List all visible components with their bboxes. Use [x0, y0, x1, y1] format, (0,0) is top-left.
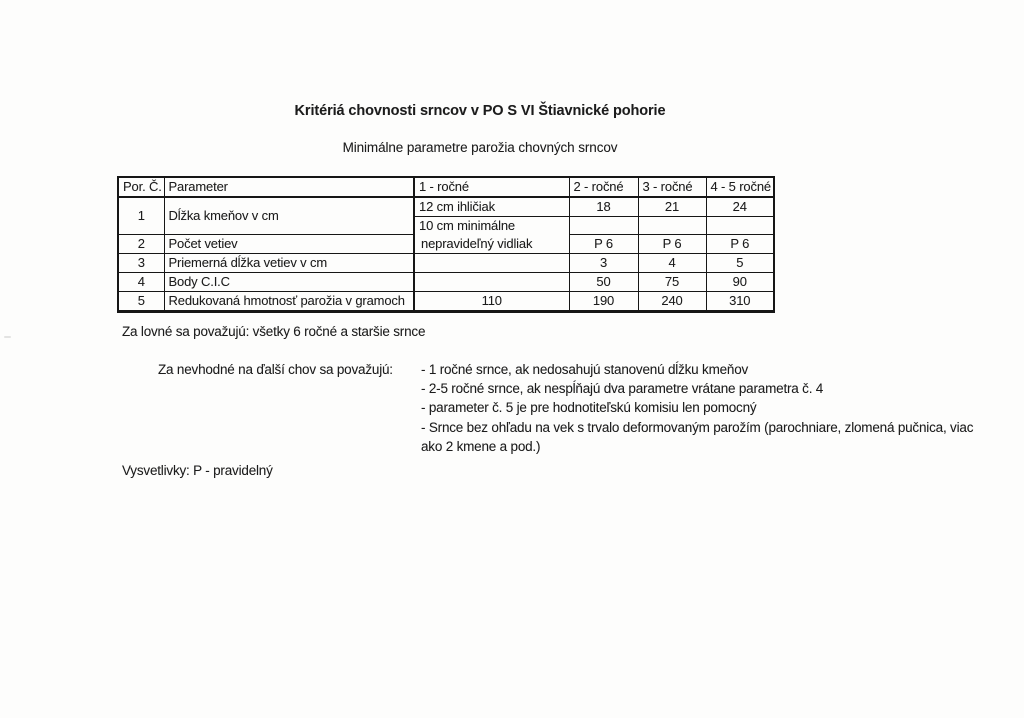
cell-age2-value: 190	[568, 291, 639, 312]
col-header-age-2: 2 - ročné	[568, 176, 639, 198]
cell-parameter: Body C.I.C	[163, 272, 415, 292]
col-header-parameter: Parameter	[163, 176, 415, 198]
cell-age2-value	[568, 216, 639, 235]
page-title: Kritériá chovnosti srncov v PO S VI Štia…	[294, 103, 666, 119]
table-row: 10 cm minimálne nepravideľný vidliak	[118, 216, 775, 254]
criteria-table: Por. Č. Parameter 1 - ročné 2 - ročné 3 …	[117, 176, 775, 313]
table-row: 1 Dĺžka kmeňov v cm 12 cm ihličiak 18 21…	[117, 196, 775, 235]
cell-row-number: 3	[117, 253, 165, 273]
list-item: - Srnce bez ohľadu na vek s trvalo defor…	[421, 419, 974, 435]
cell-age1-line2: nepravideľný vidliak	[421, 236, 533, 251]
page-subtitle: Minimálne parametre parožia chovných srn…	[342, 140, 618, 155]
table-header-row: Por. Č. Parameter 1 - ročné 2 - ročné 3 …	[117, 176, 775, 198]
cell-parameter: Počet vetiev	[163, 234, 415, 254]
col-header-age-4-5: 4 - 5 ročné	[705, 176, 775, 198]
list-item: - parameter č. 5 je pre hodnotiteľskú ko…	[421, 400, 757, 416]
cell-age1-merged-value: 10 cm minimálne nepravideľný vidliak	[413, 216, 570, 254]
note-unsuitable-label: Za nevhodné na ďalší chov sa považujú:	[158, 362, 393, 377]
cell-row-number: 4	[117, 272, 165, 292]
list-item-wrap: ako 2 kmene a pod.)	[421, 438, 541, 454]
cell-age2-value: 50	[568, 272, 639, 292]
cell-age2-value: 18	[568, 196, 639, 217]
table-row: 5 Redukovaná hmotnosť parožia v gramoch …	[117, 291, 775, 312]
list-item: - 2-5 ročné srnce, ak nespĺňajú dva para…	[421, 381, 824, 397]
cell-age2-value: P 6	[568, 234, 639, 254]
unsuitable-list: - 1 ročné srnce, ak nedosahujú stanovenú…	[421, 360, 1006, 456]
col-header-age-3: 3 - ročné	[637, 176, 707, 198]
cell-age3-value: 4	[637, 253, 707, 273]
cell-age45-value: P 6	[705, 234, 775, 254]
cell-parameter: Dĺžka kmeňov v cm	[163, 196, 415, 235]
cell-parameter: Redukovaná hmotnosť parožia v gramoch	[163, 291, 415, 312]
cell-age1-value	[413, 253, 570, 273]
cell-age1-line1: 10 cm minimálne	[419, 218, 516, 233]
col-header-age-1: 1 - ročné	[413, 176, 570, 198]
cell-age45-value: 24	[705, 196, 775, 217]
table-row: 4 Body C.I.C 50 75 90	[117, 272, 775, 292]
col-header-por-c: Por. Č.	[117, 176, 165, 198]
table-row: 2 Počet vetiev P 6 P 6 P 6	[117, 234, 775, 254]
cell-age1-value	[413, 272, 570, 292]
cell-row-number: 2	[117, 234, 165, 254]
cell-age2-value: 3	[568, 253, 639, 273]
cell-age3-value: 21	[637, 196, 707, 217]
cell-age45-value: 310	[705, 291, 775, 312]
scan-speck	[4, 336, 11, 338]
cell-age3-value: P 6	[637, 234, 707, 254]
cell-row-number: 1	[117, 196, 165, 235]
cell-age1-value: 110	[413, 291, 570, 312]
cell-parameter: Priemerná dĺžka vetiev v cm	[163, 253, 415, 273]
cell-age1-value: 12 cm ihličiak	[413, 196, 570, 217]
cell-age3-value: 240	[637, 291, 707, 312]
list-item: - 1 ročné srnce, ak nedosahujú stanovenú…	[421, 362, 749, 377]
legend-text: Vysvetlivky: P - pravidelný	[122, 463, 273, 478]
cell-age45-value: 90	[705, 272, 775, 292]
cell-age3-value	[637, 216, 707, 235]
cell-age45-value	[705, 216, 775, 235]
note-hunting-rule: Za lovné sa považujú: všetky 6 ročné a s…	[122, 324, 426, 339]
table-row: 3 Priemerná dĺžka vetiev v cm 3 4 5	[117, 253, 775, 273]
cell-age45-value: 5	[705, 253, 775, 273]
cell-row-number: 5	[117, 291, 165, 312]
cell-age3-value: 75	[637, 272, 707, 292]
